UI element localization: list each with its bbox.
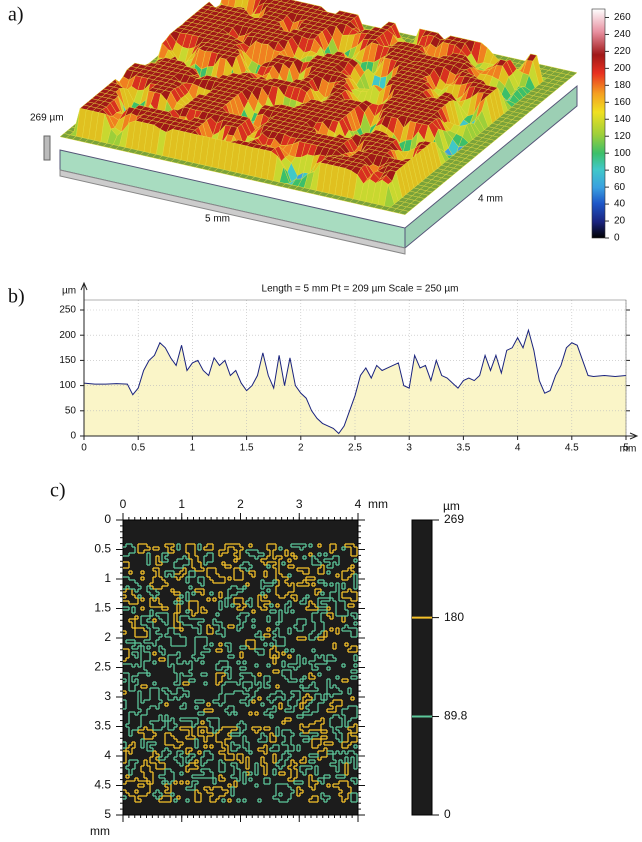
z-scale xyxy=(43,135,51,161)
y-tick-label: 1 xyxy=(104,571,111,585)
x-unit: mm xyxy=(368,497,388,511)
colorbar-tick-label: 160 xyxy=(614,97,631,108)
y-tick-label: 0 xyxy=(70,431,76,442)
colorbar xyxy=(411,519,433,816)
y-tick-label: 1.5 xyxy=(94,601,111,615)
x-tick-label: 5 xyxy=(623,443,629,454)
y-tick-label: 100 xyxy=(59,380,76,391)
x-tick-label: 3.5 xyxy=(456,443,470,454)
colorbar-tick-label: 260 xyxy=(614,12,631,23)
colorbar-unit: µm xyxy=(443,499,460,513)
colorbar-tick-label: 20 xyxy=(614,216,626,227)
chart-title: Length = 5 mm Pt = 209 µm Scale = 250 µm xyxy=(262,284,459,295)
colorbar-tick-label: 269 xyxy=(444,512,464,526)
panel-label: b) xyxy=(8,286,25,308)
x-tick-label: 2 xyxy=(298,443,304,454)
y-tick-label: 200 xyxy=(59,330,76,341)
x-tick-label: 4 xyxy=(515,443,521,454)
profile-line xyxy=(83,328,627,435)
base-side xyxy=(404,84,578,250)
y-arrow xyxy=(80,281,88,291)
y-tick-label: 0.5 xyxy=(94,542,111,556)
surface-mesh xyxy=(59,0,578,215)
colorbar xyxy=(591,8,606,239)
colorbar-tick-label: 0 xyxy=(444,807,451,821)
frame xyxy=(84,299,627,436)
x-tick-label: 3 xyxy=(406,443,412,454)
colorbar-tick-label: 200 xyxy=(614,63,631,74)
x-tick-label: 4.5 xyxy=(565,443,579,454)
y-tick-label: 2 xyxy=(104,630,111,644)
contour xyxy=(123,543,358,803)
colorbar-tick-label: 89.8 xyxy=(444,709,468,723)
x-tick-label: 3 xyxy=(296,497,303,511)
y-tick-label: 0 xyxy=(104,512,111,526)
x-tick-label: 2 xyxy=(237,497,244,511)
colorbar-tick-label: 180 xyxy=(444,610,464,624)
x-tick-label: 0 xyxy=(120,497,127,511)
colorbar-tick-label: 140 xyxy=(614,114,631,125)
x-arrow xyxy=(629,432,639,440)
y-tick-label: 2.5 xyxy=(94,660,111,674)
colorbar-tick-label: 220 xyxy=(614,46,631,57)
colorbar-tick-label: 60 xyxy=(614,182,626,193)
x-unit: mm xyxy=(620,444,637,455)
y-tick-label: 5 xyxy=(104,807,111,821)
base-bottom xyxy=(59,169,406,255)
y-axis-label: 4 mm xyxy=(478,194,503,205)
colorbar-tick-label: 0 xyxy=(614,233,620,244)
colorbar-tick-label: 80 xyxy=(614,165,626,176)
colorbar-tick-label: 240 xyxy=(614,29,631,40)
x-tick-label: 1 xyxy=(190,443,196,454)
surface-cell xyxy=(398,209,410,215)
panel-label: a) xyxy=(8,4,24,26)
y-unit: µm xyxy=(62,286,76,297)
x-tick-label: 1.5 xyxy=(240,443,254,454)
y-tick-label: 3 xyxy=(104,689,111,703)
x-tick-label: 4 xyxy=(355,497,362,511)
colorbar-tick-label: 180 xyxy=(614,80,631,91)
y-tick-label: 3.5 xyxy=(94,719,111,733)
y-tick-label: 250 xyxy=(59,305,76,316)
y-tick-label: 150 xyxy=(59,355,76,366)
colorbar-tick-label: 40 xyxy=(614,199,626,210)
contour xyxy=(123,543,358,803)
x-tick-label: 1 xyxy=(178,497,185,511)
y-tick-label: 4 xyxy=(104,748,111,762)
panel-label: c) xyxy=(50,480,66,502)
y-unit: mm xyxy=(90,824,110,838)
y-tick-label: 4.5 xyxy=(94,778,111,792)
x-tick-label: 2.5 xyxy=(348,443,362,454)
x-tick-label: 0 xyxy=(81,443,87,454)
area-fill xyxy=(84,330,626,436)
z-axis-label: 269 µm xyxy=(30,113,64,124)
y-tick-label: 50 xyxy=(65,405,77,416)
x-axis-label: 5 mm xyxy=(205,214,230,225)
colorbar-tick-label: 100 xyxy=(614,148,631,159)
x-tick-label: 0.5 xyxy=(131,443,145,454)
colorbar-tick-label: 120 xyxy=(614,131,631,142)
